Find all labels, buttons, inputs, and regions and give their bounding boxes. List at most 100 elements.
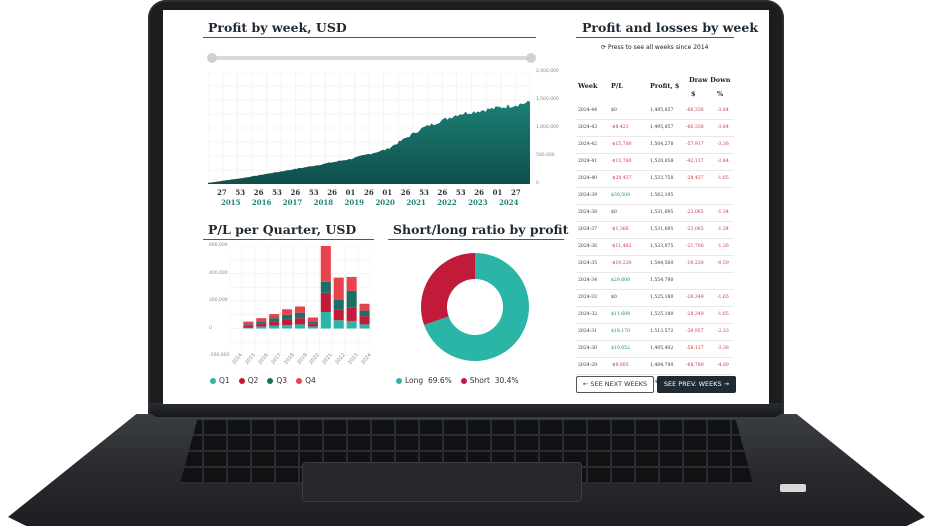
bar-q1-2021 [320,312,331,329]
cell-week: 2024-42 [578,142,598,147]
table-row: 2024-43 -$8,423 1,495,857 -66,338 -3.84 [576,119,734,137]
cell-profit: 1,504,278 [650,142,674,147]
weekly-x-tick: 53 [308,188,319,197]
bar-q4-2023 [346,276,357,291]
weekly-x-tick: 53 [455,188,466,197]
cell-week: 2024-41 [578,159,598,164]
see-next-weeks-button[interactable]: ← SEE NEXT WEEKS [576,376,654,393]
cell-week: 2024-30 [578,346,598,351]
cell-pl: $30,500 [611,193,630,198]
range-slider-right-handle[interactable] [526,53,536,63]
legend-q3[interactable]: Q3 [267,376,287,385]
bar-q4-2017 [269,314,280,319]
bar-q3-2016 [256,321,267,324]
table-row: 2024-36 -$11,483 1,533,075 -21,700 -1.26 [576,238,734,256]
quarter-y-tick: 200,000 [209,298,228,303]
cell-week: 2024-39 [578,193,598,198]
weekly-profit-area-chart [208,72,530,184]
legend-long[interactable]: Long 69.6% [396,376,452,385]
quarter-title-rule [203,239,374,240]
cell-profit: 1,495,402 [650,346,674,351]
legend-short-label: Short [469,376,490,385]
bar-q4-2015 [243,321,254,325]
weekly-y-tick: 1,000,000 [536,125,559,130]
power-indicator [780,484,806,492]
cell-dd: -23,065 [686,210,704,215]
cell-pl: -$10,220 [611,261,632,266]
weekly-x-tick: 01 [382,188,393,197]
legend-long-label: Long [405,376,424,385]
cell-dd: -21,700 [686,244,704,249]
legend-long-value: 69.6% [427,376,452,385]
bar-q1-2016 [256,326,267,329]
cell-pct: -3.84 [717,108,729,113]
cell-week: 2024-31 [578,329,598,334]
weekly-x-tick: 01 [492,188,503,197]
cell-profit: 1,531,695 [650,227,674,232]
quarter-chart-title: P/L per Quarter, USD [208,222,357,237]
see-prev-weeks-button[interactable]: SEE PREV. WEEKS → [657,376,736,393]
cell-profit: 1,484,790 [650,363,674,368]
cell-pct: -2.33 [717,329,729,334]
bar-q1-2017 [269,325,280,329]
cell-profit: 1,533,075 [650,244,674,249]
ratio-chart-title: Short/long ratio by profit [393,222,569,237]
bar-q1-2024 [359,324,370,329]
bar-q1-2015 [243,327,254,329]
refresh-all-weeks-button[interactable]: ⟳ Press to see all weeks since 2014 [601,44,708,51]
bar-q3-2019 [294,312,306,319]
legend-q1[interactable]: Q1 [210,376,230,385]
table-row: 2024-39 $30,500 1,562,195 [576,187,734,205]
quarter-bar-chart [229,246,371,356]
weekly-y-tick: 2,000,000 [536,69,559,74]
bar-q1-2019 [294,324,306,329]
legend-short-value: 30.4% [494,376,519,385]
bar-q3-2017 [269,318,280,322]
bar-q2-2024 [359,316,370,325]
cell-dd: -57,917 [686,142,704,147]
cell-dd: -58,127 [686,346,704,351]
laptop-hinge [150,403,782,417]
weekly-x-tick: 53 [235,188,246,197]
quarter-y-tick: 400,000 [209,270,228,276]
cell-pct: -1.34 [717,227,729,232]
legend-q2[interactable]: Q2 [238,376,258,385]
table-title: Profit and losses by week [582,20,759,35]
weekly-profit-area [208,100,530,184]
legend-short[interactable]: Short 30.4% [460,376,519,385]
weekly-x-tick: 26 [474,188,484,197]
bar-q4-2019 [294,306,306,313]
table-row: 2024-34 $29,600 1,554,780 [576,272,734,290]
table-row: 2024-38 $0 1,531,695 -23,065 -1.34 [576,204,734,222]
weekly-x-year: 2016 [251,198,272,207]
cell-dd: -66,338 [686,125,704,130]
cell-dd: -23,065 [686,227,704,232]
bar-q2-2020 [307,323,318,327]
cell-dd: -66,338 [686,108,704,113]
range-slider-left-handle[interactable] [207,53,217,63]
cell-pct: -4.00 [717,363,729,368]
cell-week: 2024-29 [578,363,598,368]
cell-pl: $29,600 [611,278,630,283]
cell-profit: 1,495,857 [650,125,674,130]
table-title-rule [576,37,734,38]
weekly-chart-title: Profit by week, USD [208,20,347,35]
col-dd-usd: $ [691,90,696,98]
bar-q2-2019 [294,318,306,325]
table-row: 2024-42 -$15,780 1,504,278 -57,917 -3.36 [576,136,734,154]
donut-slice-long [424,253,529,361]
weekly-x-tick: 26 [327,188,337,197]
weekly-y-tick: 500,000 [536,153,555,158]
bar-q3-2020 [307,321,318,324]
col-pl: P/L [611,82,623,90]
weekly-x-year: 2023 [468,198,488,207]
quarter-y-tick: 0 [209,325,212,331]
cell-pl: -$28,437 [611,176,632,181]
weekly-x-year: 2018 [313,198,334,207]
cell-pct: -1.26 [717,244,729,249]
range-slider-track[interactable] [213,56,535,60]
weekly-x-tick: 27 [217,188,227,197]
bar-q1-2022 [333,320,344,329]
legend-q4[interactable]: Q4 [296,376,316,385]
bar-q2-2021 [320,292,331,312]
